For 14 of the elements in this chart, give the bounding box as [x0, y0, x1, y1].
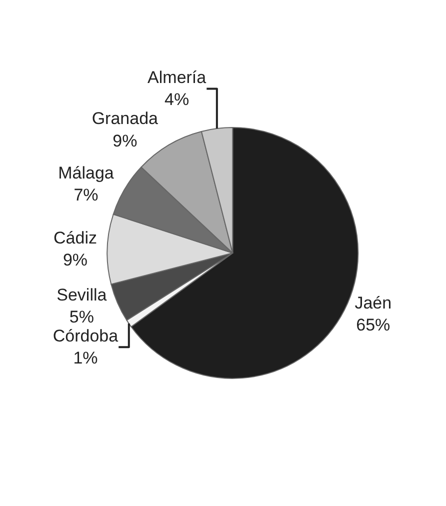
slice-label: Almería [148, 68, 207, 88]
data-label: 9% [112, 131, 138, 150]
data-label: 1% [73, 348, 98, 368]
slice-label: Córdoba [52, 326, 119, 346]
data-label: 5% [69, 308, 94, 327]
data-label: 9% [62, 250, 88, 270]
data-label: 4% [164, 90, 190, 110]
slice-label: Granada [92, 109, 159, 128]
data-label: 7% [74, 185, 98, 204]
slice-label: Sevilla [56, 286, 108, 305]
slice-label: Málaga [58, 163, 114, 182]
slice-label: Jaén [354, 294, 392, 313]
slice-label: Cádiz [54, 228, 97, 248]
data-label: 65% [356, 316, 390, 335]
